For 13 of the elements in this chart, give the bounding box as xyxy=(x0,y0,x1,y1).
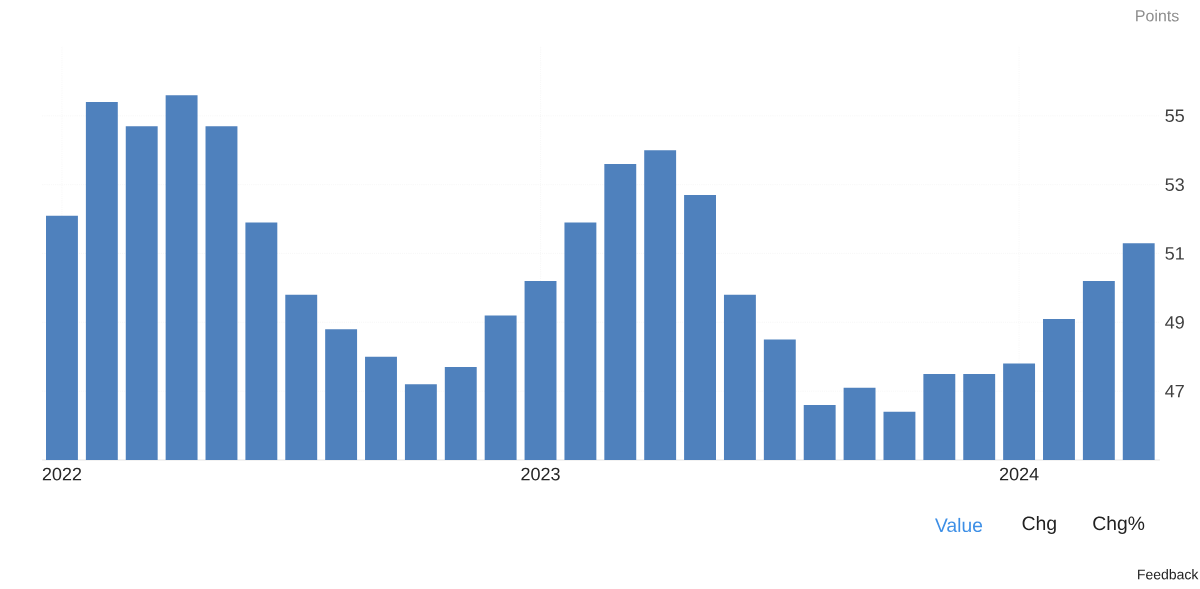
text: Value xyxy=(935,517,983,533)
y-tick-label: 47 xyxy=(1165,384,1184,398)
x-tick-label: 2024 xyxy=(999,467,1039,481)
y-tick-label: 49 xyxy=(1165,315,1184,329)
x-tick-label: 2022 xyxy=(42,467,82,481)
text: Chg% xyxy=(1093,515,1145,534)
text: Feedback xyxy=(1138,569,1199,580)
x-tick-label: 2023 xyxy=(521,467,560,481)
text: Chg xyxy=(1022,515,1056,534)
y-axis-title: Points xyxy=(1136,9,1179,22)
y-tick-label: 55 xyxy=(1165,109,1184,123)
y-tick-label: 53 xyxy=(1165,178,1184,192)
y-tick-label: 51 xyxy=(1165,247,1184,260)
